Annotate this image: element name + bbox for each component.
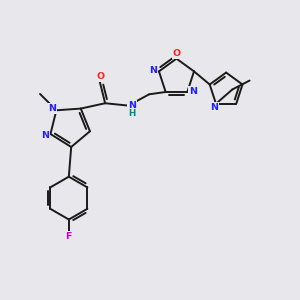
Text: N: N [189, 87, 197, 96]
Text: H: H [128, 109, 136, 118]
Text: N: N [49, 104, 56, 113]
Text: F: F [66, 232, 72, 241]
Text: O: O [173, 49, 181, 58]
Text: O: O [96, 72, 104, 81]
Text: N: N [128, 101, 136, 110]
Text: N: N [41, 131, 49, 140]
Text: N: N [211, 103, 218, 112]
Text: N: N [149, 66, 157, 75]
